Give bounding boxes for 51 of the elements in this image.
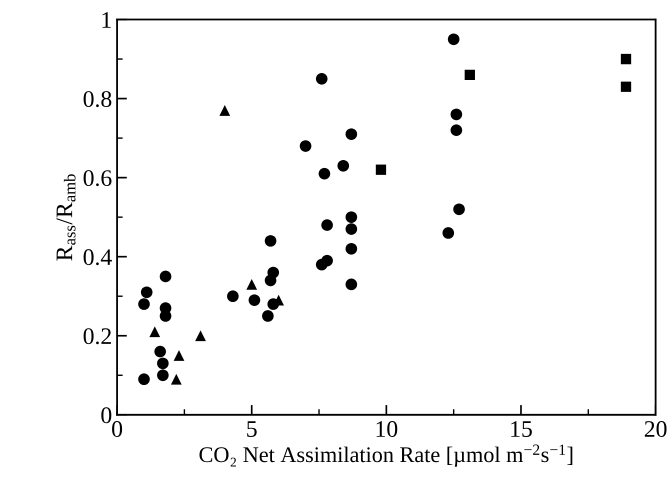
point [318, 168, 330, 180]
point [620, 54, 632, 64]
point [337, 160, 350, 172]
point [264, 274, 276, 286]
point [346, 223, 358, 235]
point [346, 278, 358, 290]
point [448, 33, 460, 46]
point [195, 330, 206, 342]
point [316, 73, 328, 85]
point [442, 227, 454, 239]
point [321, 219, 333, 231]
point [376, 164, 386, 175]
y-tick-label: 0.8 [84, 91, 112, 108]
y-tick-label: 1 [102, 12, 111, 28]
point [248, 294, 260, 306]
point [450, 108, 462, 120]
point [346, 242, 358, 255]
point [264, 235, 276, 247]
point [300, 140, 312, 152]
x-tick-label: 15 [511, 421, 532, 437]
x-tick-label: 5 [247, 421, 257, 437]
y-tick-label: 0.6 [84, 170, 112, 186]
x-tick-label: 0 [112, 421, 122, 437]
point [620, 82, 632, 92]
point [464, 70, 475, 80]
point [246, 278, 258, 290]
y-tick-label: 0.2 [84, 328, 111, 344]
point [453, 203, 465, 216]
point [157, 369, 169, 382]
y-axis-title: R$_{ass}$/R$_{amb}$ [56, 174, 76, 261]
point [154, 346, 166, 358]
point [262, 310, 274, 322]
point [138, 373, 150, 386]
x-tick-label: 10 [376, 421, 398, 437]
point [140, 286, 153, 298]
point [170, 374, 182, 385]
x-tick-label: 20 [644, 421, 667, 437]
point [219, 105, 230, 116]
point [450, 124, 462, 136]
point [138, 298, 150, 310]
point [346, 128, 358, 140]
point [346, 211, 358, 223]
point [321, 254, 333, 266]
y-tick-label: 0 [101, 407, 112, 424]
point [227, 290, 239, 302]
point [174, 350, 184, 361]
point [160, 270, 172, 282]
y-tick-label: 0.4 [84, 249, 112, 266]
x-axis-title: CO₂ Net Assimilation Rate [µmol m$^{−2}$s$^{−1}$] [199, 444, 572, 467]
point [149, 326, 160, 338]
point [157, 358, 169, 370]
